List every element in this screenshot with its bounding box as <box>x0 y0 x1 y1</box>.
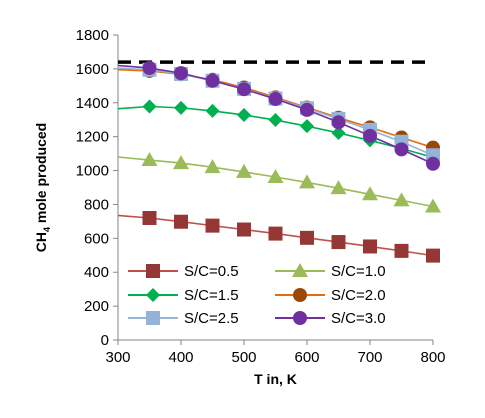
data-point <box>362 186 378 201</box>
legend-label: S/C=2.0 <box>331 287 386 304</box>
data-point <box>205 73 220 88</box>
legend-label: S/C=1.0 <box>331 263 386 280</box>
data-point <box>174 214 188 229</box>
data-point <box>331 235 346 250</box>
data-point <box>236 163 252 178</box>
data-point <box>393 192 410 207</box>
y-tick-label: 1200 <box>76 129 109 146</box>
data-point <box>173 155 189 170</box>
data-point <box>300 119 314 134</box>
data-point <box>331 115 346 130</box>
series-5 <box>117 62 440 163</box>
y-tick-label: 1800 <box>76 27 109 44</box>
legend-marker <box>146 311 160 325</box>
data-point <box>425 198 441 213</box>
data-point <box>268 226 283 241</box>
data-point <box>330 180 347 195</box>
legend-item: S/C=2.5 <box>128 310 239 327</box>
legend-item: S/C=2.0 <box>275 287 386 304</box>
data-point <box>299 174 315 189</box>
data-point <box>394 243 409 258</box>
data-point <box>300 230 314 245</box>
y-axis-ticks: 0 200 400 600 800 1000 1200 1400 1600 1800 <box>76 27 118 349</box>
series-1 <box>117 211 440 263</box>
y-axis-title: CH4 mole produced <box>33 123 52 252</box>
x-tick-label: 700 <box>357 349 382 366</box>
legend-label: S/C=3.0 <box>331 310 386 327</box>
series-2 <box>117 152 441 213</box>
data-point <box>268 92 283 107</box>
y-tick-label: 0 <box>101 332 109 349</box>
data-point <box>237 107 251 122</box>
y-tick-label: 800 <box>84 196 109 213</box>
data-point <box>142 99 157 114</box>
legend: S/C=0.5 S/C=1.0 S/C=1.5 S/C=2.0 S/C=2.5 S/C=3… <box>128 263 386 327</box>
series-3 <box>117 99 440 165</box>
x-axis-ticks: 300 400 500 600 700 800 <box>105 340 446 366</box>
y-axis-title-rest: mole produced <box>33 123 49 227</box>
x-axis-title: T in, K <box>254 371 297 387</box>
x-tick-label: 600 <box>294 349 319 366</box>
data-point <box>205 103 220 118</box>
data-point <box>142 61 157 76</box>
y-axis-title-main: CH <box>33 232 49 252</box>
legend-item: S/C=0.5 <box>128 263 239 280</box>
data-point <box>174 66 188 81</box>
legend-marker <box>146 264 160 278</box>
data-point <box>237 222 251 237</box>
data-point <box>141 152 158 167</box>
x-tick-label: 800 <box>420 349 445 366</box>
data-point <box>174 100 188 115</box>
legend-marker <box>292 263 308 277</box>
y-tick-label: 1000 <box>76 163 109 180</box>
legend-marker <box>146 288 160 302</box>
data-point <box>300 102 314 117</box>
legend-item: S/C=1.0 <box>275 263 386 280</box>
legend-item: S/C=3.0 <box>275 310 386 327</box>
y-tick-label: 1400 <box>76 95 109 112</box>
data-point <box>394 142 409 157</box>
y-tick-label: 1600 <box>76 61 109 78</box>
x-tick-label: 400 <box>168 349 193 366</box>
series-group <box>117 61 441 263</box>
legend-marker <box>293 288 307 302</box>
x-tick-label: 300 <box>105 349 130 366</box>
y-tick-label: 200 <box>84 298 109 315</box>
data-point <box>142 211 157 225</box>
series-4 <box>117 63 440 155</box>
data-point <box>237 82 251 97</box>
series-6 <box>117 61 440 171</box>
legend-label: S/C=0.5 <box>184 263 239 280</box>
legend-label: S/C=2.5 <box>184 310 239 327</box>
data-point <box>426 156 440 171</box>
data-point <box>205 218 220 233</box>
data-point <box>268 113 283 128</box>
y-tick-label: 600 <box>84 230 109 247</box>
data-point <box>204 159 221 174</box>
y-tick-label: 400 <box>84 264 109 281</box>
data-point <box>426 248 440 263</box>
legend-label: S/C=1.5 <box>184 287 239 304</box>
data-point <box>363 128 377 143</box>
legend-marker <box>293 311 307 325</box>
data-point <box>267 168 284 183</box>
data-point <box>363 239 377 254</box>
x-tick-label: 500 <box>231 349 256 366</box>
y-axis-title-subscript: 4 <box>42 227 52 232</box>
plot-area <box>117 35 433 341</box>
legend-item: S/C=1.5 <box>128 287 239 304</box>
data-point <box>331 125 346 140</box>
